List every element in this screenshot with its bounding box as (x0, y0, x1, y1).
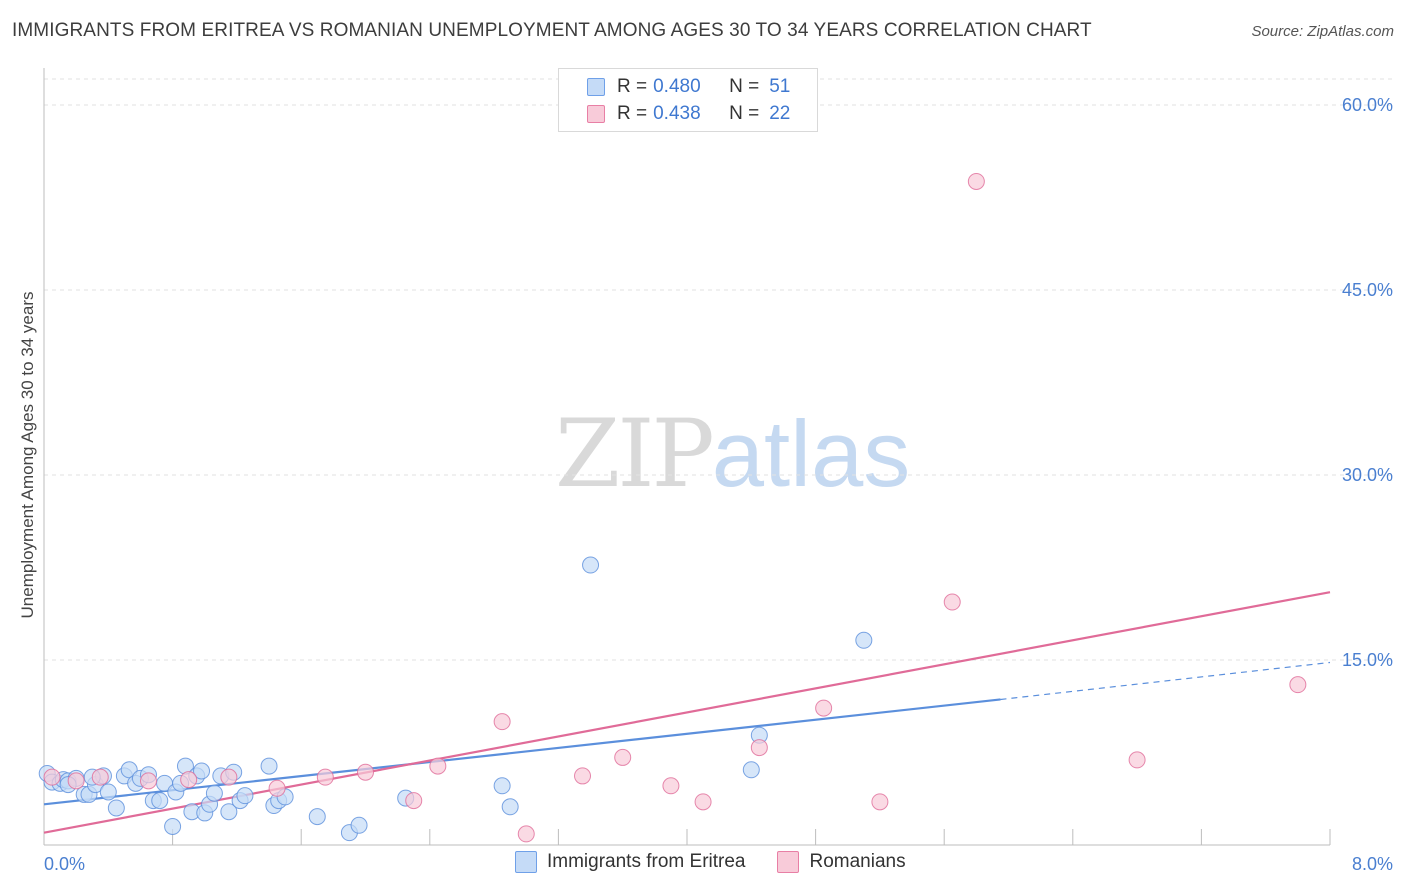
romanian-point (750, 739, 768, 757)
romanian-point (1128, 751, 1146, 769)
romanian-point (67, 772, 85, 790)
romanian-point (815, 699, 833, 717)
legend-swatch-romanians (587, 105, 605, 123)
legend-n-label: N = (729, 76, 760, 97)
source-label: Source: ZipAtlas.com (1251, 23, 1394, 40)
legend-n-value: 51 (769, 76, 791, 97)
legend-row-eritrea: R = 0.480 N = 51 (587, 75, 790, 99)
legend-r-label: R = (617, 76, 648, 97)
eritrea-point (205, 784, 223, 802)
romanian-point (180, 771, 198, 789)
bottom-legend-label-eritrea: Immigrants from Eritrea (547, 851, 746, 872)
legend-r-label: R = (617, 103, 648, 124)
romanian-point (268, 779, 286, 797)
romanian-trend-line (43, 591, 1331, 834)
romanian-point (662, 777, 680, 795)
romanian-point (871, 793, 889, 811)
romanian-point (574, 767, 592, 785)
eritrea-point (260, 757, 278, 775)
eritrea-point (742, 761, 760, 779)
legend-n-value: 22 (769, 103, 791, 124)
legend-swatch-eritrea (587, 78, 605, 96)
legend-r-value: 0.480 (653, 76, 701, 97)
eritrea-point (501, 798, 519, 816)
eritrea-point (582, 556, 600, 574)
romanian-point (943, 593, 961, 611)
x-tick-label-min: 0.0% (44, 854, 85, 874)
eritrea-point (308, 808, 326, 826)
romanian-point (614, 748, 632, 766)
bottom-legend-eritrea: Immigrants from Eritrea (515, 851, 745, 873)
romanian-point (967, 172, 985, 190)
bottom-legend-swatch-eritrea (515, 851, 537, 873)
eritrea-trend-line-extension (1000, 661, 1331, 701)
eritrea-point (164, 818, 182, 835)
eritrea-point (236, 787, 254, 805)
y-tick-label: 30.0% (1342, 465, 1393, 485)
legend-n-label: N = (729, 103, 760, 124)
eritrea-point (151, 792, 169, 810)
romanian-point (493, 713, 511, 731)
axes (43, 68, 1331, 846)
legend-r-value: 0.438 (653, 103, 701, 124)
romanian-point (43, 768, 61, 786)
eritrea-point (193, 762, 211, 780)
tick-labels: 15.0% 30.0% 45.0% 60.0% 0.0% 8.0% (44, 95, 1393, 874)
eritrea-point (493, 777, 511, 795)
bottom-legend-swatch-romanians (777, 851, 800, 873)
romanian-point (220, 768, 238, 786)
eritrea-point (855, 631, 873, 649)
romanian-point (1289, 676, 1307, 694)
trend-lines (43, 591, 1331, 834)
grid (44, 78, 1395, 661)
legend: R = 0.480 N = 51 R = 0.438 N = 22 (558, 68, 818, 132)
romanian-point (429, 757, 447, 775)
eritrea-point (220, 803, 238, 821)
eritrea-point (350, 816, 368, 834)
bottom-legend-romanians: Romanians (777, 851, 906, 873)
y-tick-label: 15.0% (1342, 650, 1393, 670)
romanian-point (405, 792, 423, 810)
romanian-point (517, 825, 535, 843)
bottom-legend-label-romanians: Romanians (809, 851, 906, 872)
romanian-point (694, 793, 712, 811)
romanian-point (357, 763, 374, 781)
y-tick-label: 45.0% (1342, 280, 1393, 300)
data-points (38, 172, 1307, 843)
y-tick-label: 60.0% (1342, 95, 1393, 115)
eritrea-point (99, 783, 117, 801)
romanian-point (139, 772, 157, 790)
eritrea-point (107, 799, 125, 817)
legend-row-romanians: R = 0.438 N = 22 (587, 102, 790, 126)
eritrea-point (120, 761, 138, 779)
bottom-legend: Immigrants from Eritrea Romanians (515, 851, 938, 873)
x-tick-label-max: 8.0% (1352, 854, 1393, 874)
eritrea-trend-line (43, 698, 1001, 806)
romanian-point (91, 768, 109, 786)
chart-title: IMMIGRANTS FROM ERITREA VS ROMANIAN UNEM… (12, 20, 1092, 41)
romanian-point (316, 768, 334, 786)
